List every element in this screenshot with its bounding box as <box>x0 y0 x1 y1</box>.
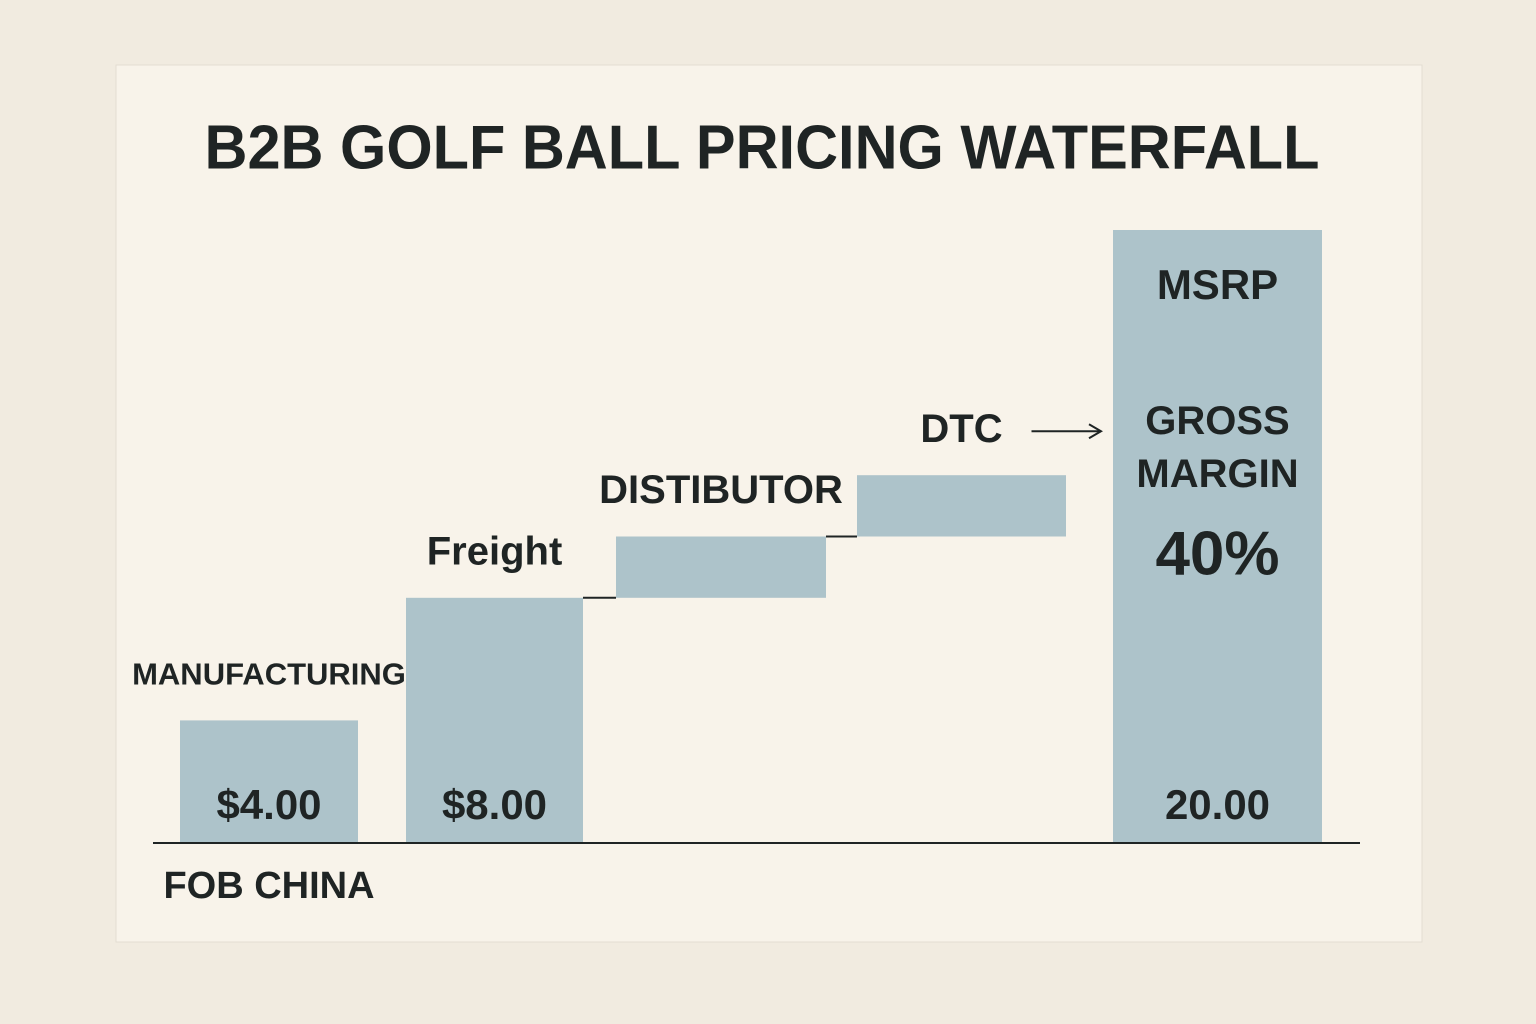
bar <box>616 536 826 598</box>
arrow-head <box>1088 423 1103 440</box>
value-label: 20.00 <box>1165 781 1270 828</box>
bar <box>1113 230 1322 843</box>
bar <box>406 597 583 843</box>
gross-margin-word: MARGIN <box>1136 452 1298 496</box>
chart-title: B2B GOLF BALL PRICING WATERFALL <box>205 113 1320 182</box>
category-label: Freight <box>427 529 563 573</box>
gross-margin-value: 40% <box>1155 519 1279 588</box>
category-label: DISTIBUTOR <box>599 468 843 512</box>
category-label: MSRP <box>1157 261 1278 308</box>
category-label: MANUFACTURING <box>132 657 406 692</box>
bar <box>857 475 1066 537</box>
gross-margin-label: GROSS MARGIN <box>1136 399 1298 496</box>
bar <box>180 720 358 843</box>
value-label: $8.00 <box>442 781 547 828</box>
category-label: DTC <box>920 407 1002 451</box>
gross-margin-word: GROSS <box>1145 399 1289 443</box>
baseline-note: FOB CHINA <box>163 865 374 907</box>
value-label: $4.00 <box>216 781 321 828</box>
